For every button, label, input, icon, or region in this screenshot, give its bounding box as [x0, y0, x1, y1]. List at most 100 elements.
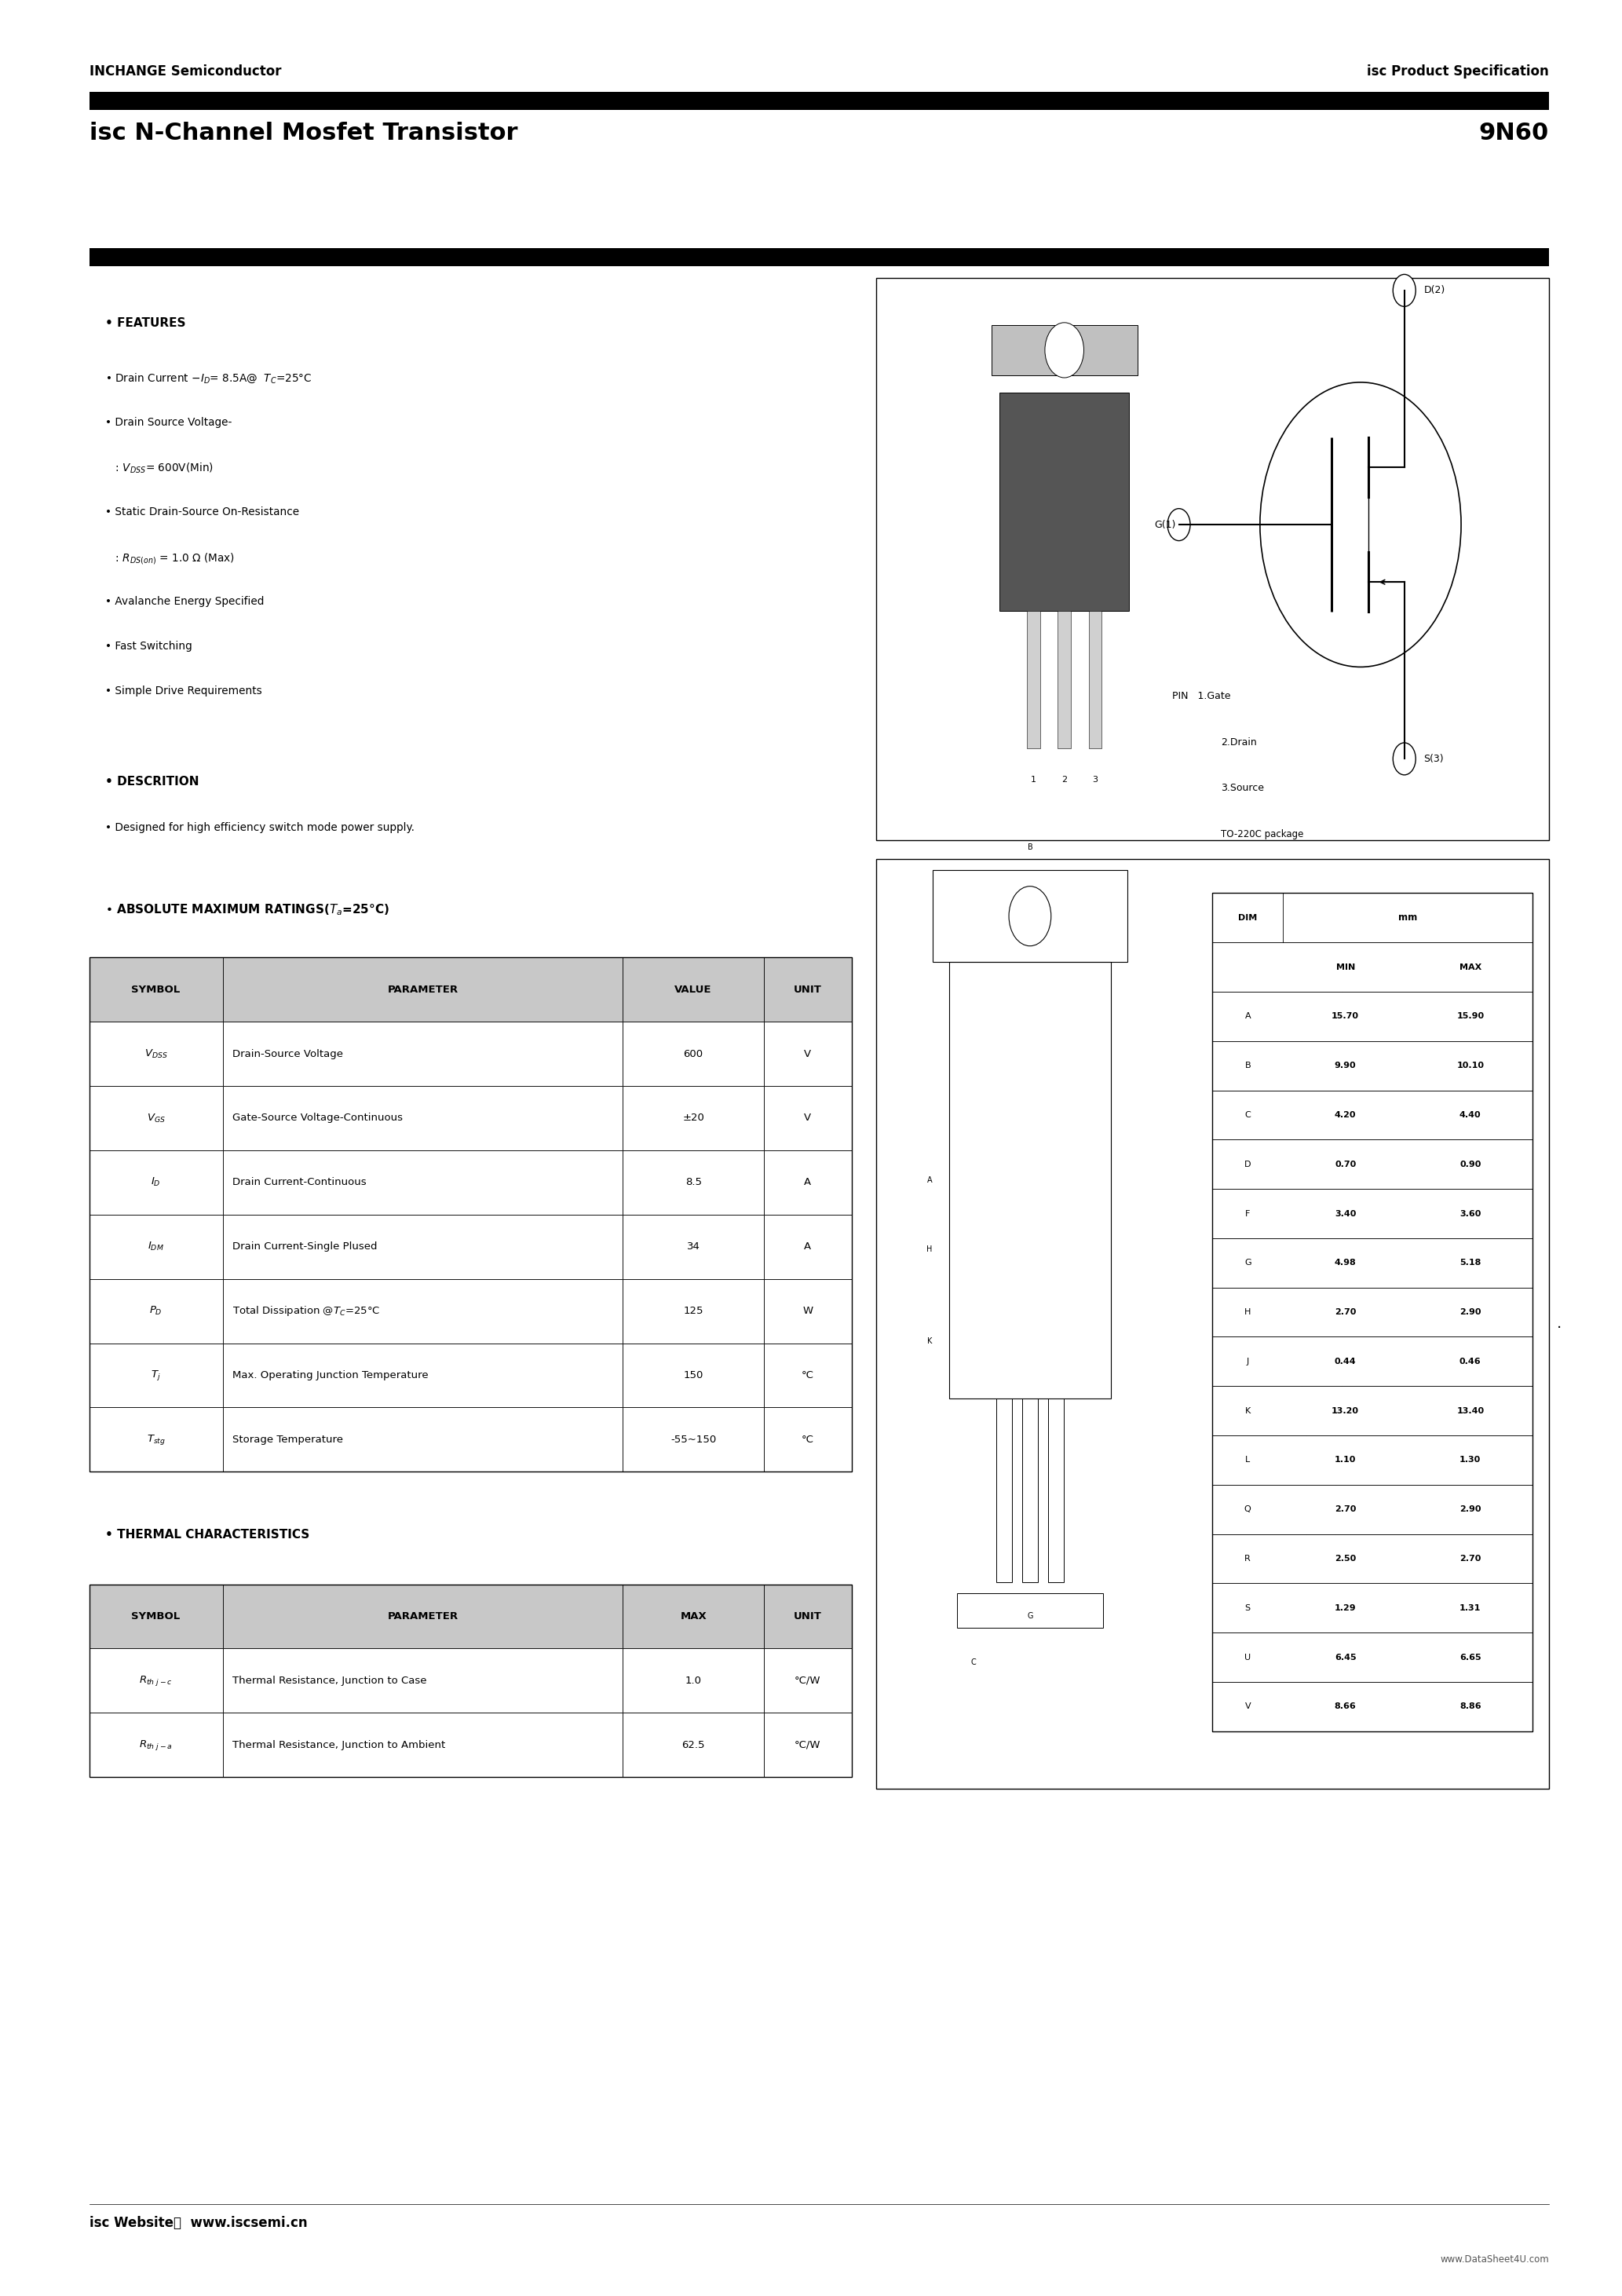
Bar: [1213, 1139, 1533, 1189]
Text: TO-220C package: TO-220C package: [1221, 829, 1304, 838]
Bar: [222, 1215, 623, 1279]
Text: 2.90: 2.90: [1460, 1309, 1481, 1316]
Bar: [623, 1150, 764, 1215]
Text: Thermal Resistance, Junction to Case: Thermal Resistance, Junction to Case: [232, 1676, 427, 1685]
Text: isc Product Specification: isc Product Specification: [1367, 64, 1549, 78]
Text: • DESCRITION: • DESCRITION: [105, 776, 200, 788]
Bar: [89, 1343, 222, 1407]
Text: MAX: MAX: [680, 1612, 707, 1621]
Text: SYMBOL: SYMBOL: [131, 1612, 180, 1621]
Bar: [1088, 611, 1101, 748]
Text: 8.66: 8.66: [1335, 1704, 1356, 1711]
Bar: [1213, 1189, 1533, 1238]
Text: $T_{stg}$: $T_{stg}$: [146, 1433, 165, 1446]
Bar: [1058, 611, 1071, 748]
Text: 125: 125: [683, 1306, 704, 1316]
Text: A: A: [926, 1176, 933, 1185]
Text: PARAMETER: PARAMETER: [388, 1612, 457, 1621]
Bar: [1213, 1040, 1533, 1091]
Bar: [764, 1279, 852, 1343]
Text: MAX: MAX: [1460, 962, 1481, 971]
Bar: [623, 1649, 764, 1713]
Text: Drain-Source Voltage: Drain-Source Voltage: [232, 1049, 342, 1058]
Text: 2.90: 2.90: [1460, 1506, 1481, 1513]
Text: L: L: [1246, 1456, 1251, 1465]
Bar: [623, 1279, 764, 1343]
Text: 10.10: 10.10: [1457, 1061, 1484, 1070]
Bar: [1213, 1584, 1533, 1632]
Bar: [89, 1086, 222, 1150]
Text: 4.40: 4.40: [1460, 1111, 1481, 1118]
Text: H: H: [1244, 1309, 1251, 1316]
Text: W: W: [803, 1306, 813, 1316]
Text: UNIT: UNIT: [793, 1612, 822, 1621]
Text: • FEATURES: • FEATURES: [105, 317, 187, 328]
Text: Thermal Resistance, Junction to Ambient: Thermal Resistance, Junction to Ambient: [232, 1740, 446, 1750]
Bar: [1027, 611, 1040, 748]
Bar: [999, 393, 1129, 611]
Bar: [1213, 992, 1533, 1040]
Text: G(1): G(1): [1155, 519, 1176, 530]
Text: °C: °C: [801, 1371, 814, 1380]
Text: °C/W: °C/W: [795, 1740, 821, 1750]
Bar: [222, 1150, 623, 1215]
Text: INCHANGE Semiconductor: INCHANGE Semiconductor: [89, 64, 281, 78]
Bar: [623, 1407, 764, 1472]
Bar: [89, 1022, 222, 1086]
Text: 13.20: 13.20: [1332, 1407, 1359, 1414]
Circle shape: [1045, 321, 1083, 377]
Bar: [764, 1584, 852, 1649]
Text: U: U: [1244, 1653, 1251, 1662]
Text: V: V: [805, 1049, 811, 1058]
Text: PARAMETER: PARAMETER: [388, 985, 457, 994]
Text: 1.0: 1.0: [684, 1676, 702, 1685]
Bar: [1213, 1238, 1533, 1288]
Bar: [1213, 1632, 1533, 1683]
Bar: [1022, 1398, 1038, 1582]
Bar: [876, 278, 1549, 840]
Text: 2: 2: [1061, 776, 1067, 783]
Text: $I_{DM}$: $I_{DM}$: [148, 1240, 164, 1254]
Bar: [933, 870, 1127, 962]
Bar: [764, 1407, 852, 1472]
Text: ±20: ±20: [683, 1114, 704, 1123]
Text: • Static Drain-Source On-Resistance: • Static Drain-Source On-Resistance: [105, 507, 300, 517]
Bar: [1301, 962, 1341, 1421]
Bar: [1048, 1398, 1064, 1582]
Text: www.DataSheet4U.com: www.DataSheet4U.com: [1440, 2255, 1549, 2264]
Text: $R_{th\ j-a}$: $R_{th\ j-a}$: [139, 1738, 172, 1752]
Text: • Simple Drive Requirements: • Simple Drive Requirements: [105, 687, 263, 696]
Text: $V_{DSS}$: $V_{DSS}$: [144, 1047, 167, 1061]
Bar: [949, 962, 1111, 1398]
Text: °C/W: °C/W: [795, 1676, 821, 1685]
Text: A: A: [1244, 1013, 1251, 1019]
Text: 1.31: 1.31: [1460, 1605, 1481, 1612]
Text: • Fast Switching: • Fast Switching: [105, 641, 193, 652]
Bar: [89, 1584, 222, 1649]
Text: S(3): S(3): [1424, 753, 1444, 765]
Text: G: G: [1027, 1612, 1033, 1621]
Bar: [957, 1593, 1103, 1628]
Bar: [1213, 893, 1533, 1731]
Bar: [996, 1398, 1012, 1582]
Bar: [1213, 1435, 1533, 1486]
Text: 2.Drain: 2.Drain: [1221, 737, 1257, 746]
Text: $I_D$: $I_D$: [151, 1176, 161, 1189]
Text: R: R: [1244, 1554, 1251, 1564]
Text: 4.98: 4.98: [1335, 1258, 1356, 1267]
Text: 5.18: 5.18: [1460, 1258, 1481, 1267]
Text: 3.40: 3.40: [1335, 1210, 1356, 1217]
Text: 600: 600: [683, 1049, 704, 1058]
Bar: [222, 1649, 623, 1713]
Circle shape: [1168, 510, 1191, 540]
Text: • Drain Current $-I_D$= 8.5A@  $T_C$=25°C: • Drain Current $-I_D$= 8.5A@ $T_C$=25°C: [105, 372, 313, 386]
Text: 3.Source: 3.Source: [1221, 783, 1264, 792]
Text: 9N60: 9N60: [1479, 122, 1549, 145]
Text: 1: 1: [1032, 776, 1036, 783]
Text: 2.70: 2.70: [1460, 1554, 1481, 1564]
Text: V: V: [805, 1114, 811, 1123]
Bar: [89, 1584, 852, 1777]
Bar: [1213, 1387, 1533, 1435]
Bar: [623, 1713, 764, 1777]
Bar: [764, 1343, 852, 1407]
